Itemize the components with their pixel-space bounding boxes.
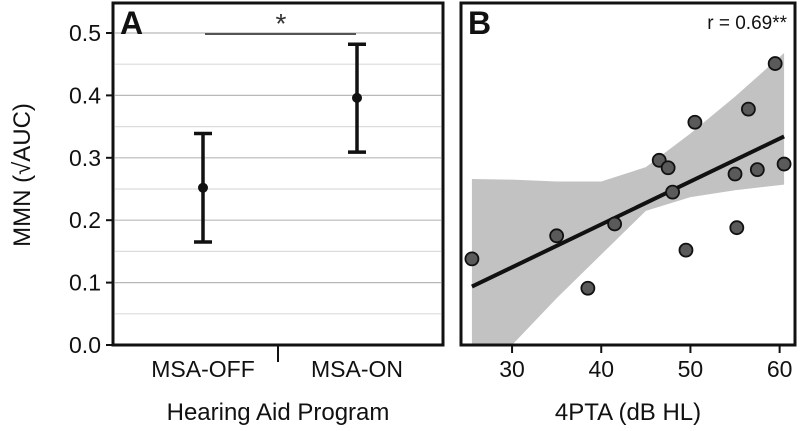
panel-a-errorbars bbox=[194, 42, 366, 244]
x-tick-label: 60 bbox=[767, 356, 793, 382]
panel-a-y-ticks: 0.0 0.1 0.2 0.3 0.4 0.5 bbox=[69, 20, 113, 358]
panel-a-x-axis-title: Hearing Aid Program bbox=[167, 399, 390, 426]
panel-b-points bbox=[464, 56, 792, 296]
mean-point bbox=[198, 182, 208, 193]
panel-b-frame bbox=[459, 1, 797, 347]
scatter-point bbox=[749, 162, 765, 178]
scatter-point bbox=[464, 251, 480, 267]
scatter-point bbox=[678, 242, 694, 258]
y-tick-label: 0.5 bbox=[69, 20, 101, 46]
scatter-point bbox=[729, 220, 745, 236]
significance-marker: * bbox=[276, 8, 287, 39]
panel-a-gridlines bbox=[115, 32, 441, 315]
x-tick-label: MSA-ON bbox=[311, 356, 403, 382]
panel-a-y-axis-title: MMN (√AUC) bbox=[9, 103, 36, 247]
correlation-annotation: r = 0.69** bbox=[707, 13, 787, 34]
panel-a: * A 0.0 0.1 0.2 0.3 0.4 0.5 MSA-OFF MSA-ON Hea… bbox=[9, 1, 445, 426]
x-tick-label: 50 bbox=[678, 356, 704, 382]
panel-a-letter: A bbox=[120, 5, 143, 41]
y-tick-label: 0.3 bbox=[69, 145, 101, 171]
y-tick-label: 0.2 bbox=[69, 207, 101, 233]
panel-b-letter: B bbox=[468, 5, 491, 41]
scatter-point bbox=[767, 56, 783, 71]
y-tick-label: 0.1 bbox=[69, 270, 101, 296]
panel-a-x-ticks: MSA-OFF MSA-ON bbox=[151, 356, 403, 382]
scatter-point bbox=[660, 160, 676, 176]
scatter-point bbox=[580, 280, 596, 296]
panel-b-x-axis-title: 4PTA (dB HL) bbox=[555, 399, 701, 426]
regression-line bbox=[471, 134, 785, 289]
mean-point bbox=[352, 92, 362, 103]
x-tick-label: MSA-OFF bbox=[151, 356, 255, 382]
panel-b-x-ticks: 30 40 50 60 bbox=[499, 345, 792, 382]
scatter-point bbox=[776, 156, 792, 172]
x-tick-label: 30 bbox=[499, 356, 525, 382]
x-tick-label: 40 bbox=[588, 356, 614, 382]
scatter-point bbox=[665, 184, 680, 200]
scatter-point bbox=[549, 228, 565, 244]
scatter-point bbox=[687, 114, 703, 130]
panel-b: B r = 0.69** 30 40 50 60 4PTA (dB HL) bbox=[459, 1, 797, 426]
y-tick-label: 0.0 bbox=[69, 332, 101, 358]
panel-a-frame bbox=[111, 1, 445, 347]
confidence-band bbox=[471, 52, 785, 346]
scatter-point bbox=[727, 166, 743, 182]
scatter-point bbox=[607, 216, 623, 232]
y-tick-label: 0.4 bbox=[69, 82, 101, 108]
scatter-point bbox=[741, 101, 756, 117]
